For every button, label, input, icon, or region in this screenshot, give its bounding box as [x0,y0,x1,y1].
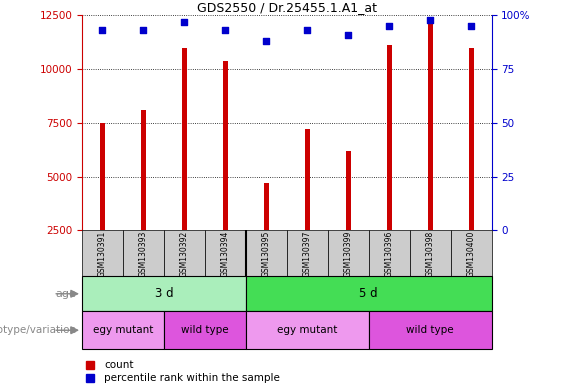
Bar [123,230,164,276]
Bar [182,48,187,230]
Point [180,19,189,25]
Point [139,27,148,33]
Text: 5 d: 5 d [359,287,378,300]
Bar [287,230,328,276]
Bar [264,183,269,230]
Bar [164,311,246,349]
Text: GSM130393: GSM130393 [139,230,148,276]
Point [425,17,434,23]
Text: age: age [55,289,76,299]
Bar [305,129,310,230]
Text: GSM130400: GSM130400 [467,230,476,276]
Text: GSM130399: GSM130399 [344,230,353,276]
Bar [164,230,205,276]
Bar [246,230,287,276]
Text: egy mutant: egy mutant [93,325,153,335]
Bar [410,230,451,276]
Point [221,27,230,33]
Bar [246,311,369,349]
Bar [205,230,246,276]
Bar [246,276,492,311]
Text: genotype/variation: genotype/variation [0,325,76,335]
Bar [82,230,123,276]
Point [344,31,353,38]
Text: wild type: wild type [406,325,454,335]
Bar [468,48,473,230]
Bar [386,45,392,230]
Bar [82,311,164,349]
Text: GSM130396: GSM130396 [385,230,394,276]
Bar [346,151,351,230]
Point [98,27,107,33]
Text: egy mutant: egy mutant [277,325,337,335]
Bar [82,276,246,311]
Bar [141,110,146,230]
Point [303,27,312,33]
Bar [428,22,433,230]
Text: GSM130395: GSM130395 [262,230,271,276]
Title: GDS2550 / Dr.25455.1.A1_at: GDS2550 / Dr.25455.1.A1_at [197,1,377,14]
Text: GSM130397: GSM130397 [303,230,312,276]
Text: GSM130394: GSM130394 [221,230,230,276]
Point [262,38,271,44]
Text: percentile rank within the sample: percentile rank within the sample [105,373,280,383]
Bar [223,61,228,230]
Point [467,23,476,29]
Text: GSM130398: GSM130398 [425,230,434,276]
Text: GSM130391: GSM130391 [98,230,107,276]
Text: wild type: wild type [181,325,229,335]
Bar [369,230,410,276]
Bar [100,123,105,230]
Text: GSM130392: GSM130392 [180,230,189,276]
Bar [369,311,492,349]
Bar [328,230,369,276]
Text: count: count [105,360,134,370]
Point [385,23,394,29]
Text: 3 d: 3 d [155,287,173,300]
Bar [451,230,492,276]
